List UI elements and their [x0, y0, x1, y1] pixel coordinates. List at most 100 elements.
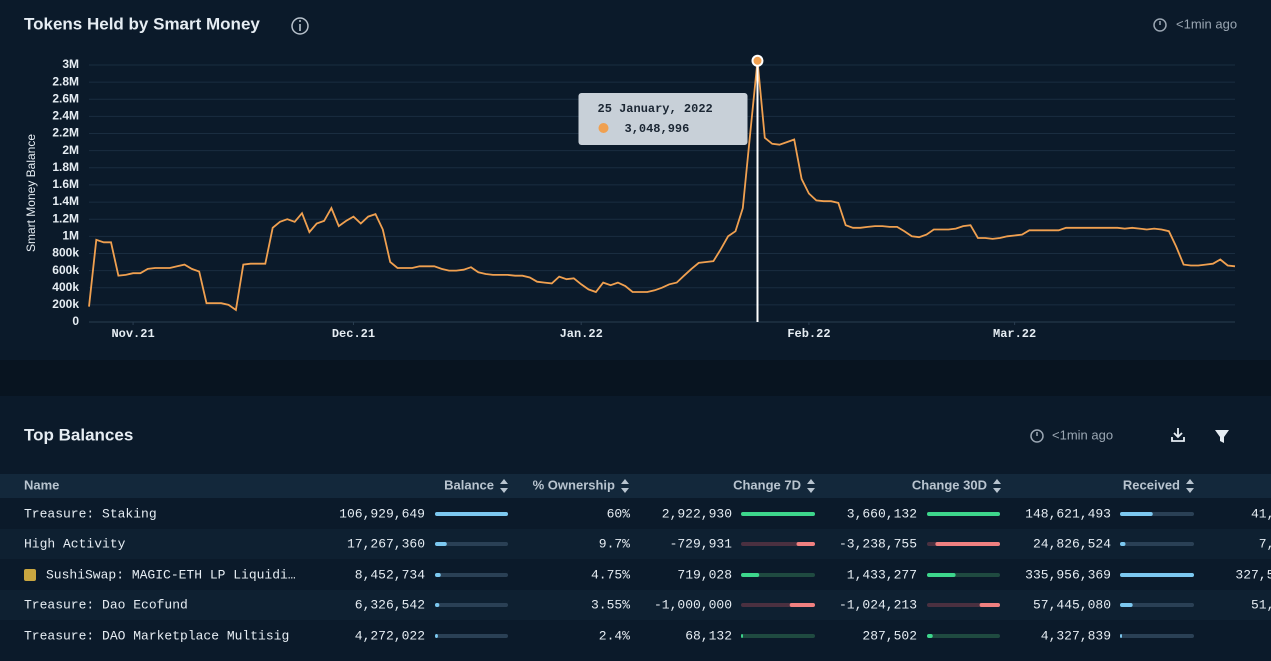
column-header[interactable]: Received: [1123, 477, 1180, 492]
cell-value: 24,826,524: [1033, 536, 1111, 551]
cell-value: 4.75%: [591, 567, 630, 582]
y-tick-label: 1.8M: [52, 160, 79, 174]
y-axis-label: Smart Money Balance: [24, 134, 38, 252]
sort-icon: [500, 488, 508, 493]
tooltip: [578, 93, 748, 145]
updated-label: <1min ago: [1176, 16, 1237, 31]
cell-bar: [927, 634, 933, 638]
info-icon[interactable]: [291, 17, 309, 35]
bar-track: [741, 573, 815, 577]
x-tick-label: Nov.21: [111, 327, 154, 341]
cell-value: 3.55%: [591, 597, 630, 612]
entity-icon: [24, 569, 36, 581]
sort-icon: [621, 488, 629, 493]
y-tick-label: 2.2M: [52, 126, 79, 140]
column-header[interactable]: Change 30D: [912, 477, 987, 492]
cell-value: 1,433,277: [847, 567, 917, 582]
refresh-icon[interactable]: [1153, 18, 1167, 32]
cell-value: 148,621,493: [1025, 506, 1111, 521]
cell-value: 2,922,930: [662, 506, 732, 521]
y-tick-label: 2M: [62, 143, 79, 157]
cell-value: -729,931: [670, 536, 733, 551]
y-tick-label: 600k: [52, 263, 79, 277]
cell-value: 57,445,080: [1033, 597, 1111, 612]
cell-bar: [1120, 542, 1126, 546]
filter-button[interactable]: [1215, 430, 1229, 443]
row-name[interactable]: High Activity: [24, 536, 126, 551]
sort-icon: [1186, 479, 1194, 484]
column-header[interactable]: % Ownership: [533, 477, 615, 492]
y-tick-label: 2.8M: [52, 74, 79, 88]
x-tick-label: Jan.22: [560, 327, 603, 341]
table-header-row: [0, 474, 1271, 498]
y-tick-label: 2.4M: [52, 109, 79, 123]
cell-value: 2.4%: [599, 628, 630, 643]
cell-value: 7,55: [1259, 536, 1271, 551]
cell-bar: [435, 542, 447, 546]
sort-icon: [500, 479, 508, 484]
updated-label: <1min ago: [1052, 427, 1113, 442]
tooltip-date: 25 January, 2022: [598, 102, 713, 116]
bar-track: [435, 634, 508, 638]
y-tick-label: 1M: [62, 229, 79, 243]
cell-value: 17,267,360: [347, 536, 425, 551]
cell-value: -1,024,213: [839, 597, 917, 612]
bar-track: [927, 634, 1000, 638]
cell-bar: [1120, 634, 1122, 638]
y-tick-label: 800k: [52, 246, 79, 260]
cell-bar: [979, 603, 1000, 607]
cell-bar: [935, 542, 1000, 546]
data-line: [88, 60, 1236, 312]
y-tick-label: 1.2M: [52, 211, 79, 225]
sort-icon: [1186, 488, 1194, 493]
cell-value: 335,956,369: [1025, 567, 1111, 582]
cell-bar: [435, 603, 440, 607]
sort-icon: [807, 479, 815, 484]
y-tick-label: 1.4M: [52, 194, 79, 208]
cell-value: 4,327,839: [1041, 628, 1111, 643]
x-tick-label: Feb.22: [787, 327, 830, 341]
refresh-icon[interactable]: [1030, 429, 1044, 443]
download-button[interactable]: [1171, 428, 1185, 442]
bar-track: [435, 603, 508, 607]
separator: [0, 360, 1271, 396]
bar-track: [1120, 542, 1194, 546]
y-tick-label: 1.6M: [52, 177, 79, 191]
y-tick-label: 0: [72, 314, 79, 328]
hover-point: [751, 54, 764, 67]
bar-track: [1120, 603, 1194, 607]
cell-value: 68,132: [685, 628, 732, 643]
cell-bar: [927, 573, 956, 577]
bar-track: [741, 542, 815, 546]
row-name[interactable]: Treasure: Dao Ecofund: [24, 597, 188, 612]
y-tick-label: 2.6M: [52, 91, 79, 105]
table-row-band: [0, 590, 1271, 620]
bar-track: [435, 573, 508, 577]
cell-bar: [789, 603, 815, 607]
sort-icon: [621, 479, 629, 484]
cell-value: 719,028: [677, 567, 732, 582]
cell-value: 106,929,649: [339, 506, 425, 521]
cell-value: 4,272,022: [355, 628, 425, 643]
cell-bar: [741, 634, 743, 638]
sort-icon: [993, 488, 1001, 493]
column-header[interactable]: Change 7D: [733, 477, 801, 492]
cell-value: 51,11: [1251, 597, 1271, 612]
chart-title: Tokens Held by Smart Money: [24, 14, 260, 33]
y-tick-label: 3M: [62, 57, 79, 71]
cell-value: 6,326,542: [355, 597, 425, 612]
cell-value: 287,502: [862, 628, 917, 643]
column-header[interactable]: Balance: [444, 477, 494, 492]
column-header[interactable]: Name: [24, 477, 59, 492]
cell-value: 41,69: [1251, 506, 1271, 521]
row-name[interactable]: Treasure: Staking: [24, 506, 157, 521]
cell-bar: [927, 512, 1000, 516]
cell-value: 8,452,734: [355, 567, 425, 582]
row-name[interactable]: SushiSwap: MAGIC-ETH LP Liquidi…: [46, 567, 296, 582]
tooltip-value: 3,048,996: [625, 122, 690, 136]
sort-icon: [807, 488, 815, 493]
row-name[interactable]: Treasure: DAO Marketplace Multisig: [24, 628, 289, 643]
cell-bar: [435, 634, 438, 638]
